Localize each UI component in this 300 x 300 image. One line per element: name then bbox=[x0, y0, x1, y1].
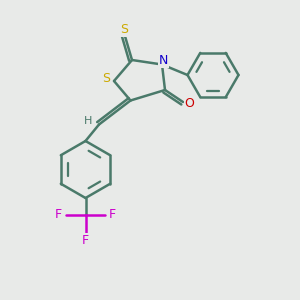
Text: F: F bbox=[109, 208, 116, 221]
Text: F: F bbox=[55, 208, 62, 221]
Text: N: N bbox=[159, 54, 168, 68]
Text: H: H bbox=[83, 116, 92, 126]
Text: F: F bbox=[82, 234, 89, 248]
Text: O: O bbox=[185, 97, 194, 110]
Text: S: S bbox=[103, 71, 110, 85]
Text: S: S bbox=[121, 22, 128, 36]
